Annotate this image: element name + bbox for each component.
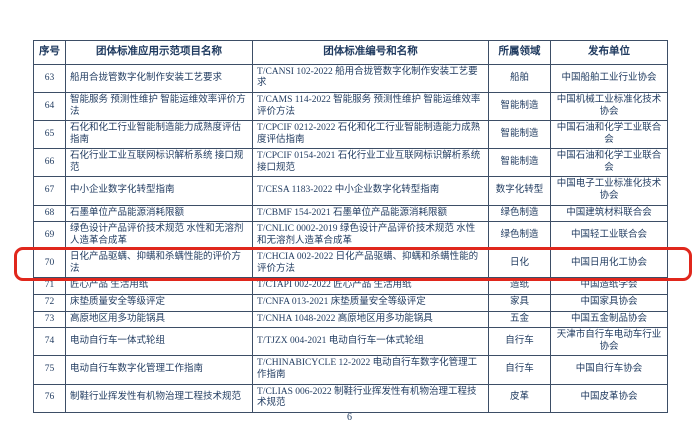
standard-cell: T/CTAPI 002-2022 匠心产品 生活用纸 [252, 277, 489, 296]
publisher-cell: 中国自行车协会 [550, 355, 668, 385]
standard-cell: T/CNLIC 0002-2019 绿色设计产品评价技术规范 水性和无溶剂人造革… [252, 221, 489, 251]
standard-cell: T/CANSI 102-2022 船用合拢管数字化制作安装工艺要求 [252, 63, 489, 93]
table-row: 75 电动自行车数字化管理工作指南 T/CHINABICYCLE 12-2022 电… [33, 355, 668, 385]
header-row: 序号 团体标准应用示范项目名称 团体标准编号和名称 所属领域 发布单位 [33, 40, 668, 65]
table-row: 76 制鞋行业挥发性有机物治理工程技术规范 T/CLIAS 006-2022 制鞋行… [33, 383, 668, 413]
field-cell: 日化 [488, 249, 551, 279]
project-name-cell: 绿色设计产品评价技术规范 水性和无溶剂人造革合成革 [65, 221, 253, 251]
standard-cell: T/CPCIF 0212-2022 石化和化工行业智能制造能力成熟度评估指南 [252, 120, 489, 150]
standard-cell: T/CNFA 013-2021 床垫质量安全等级评定 [252, 294, 489, 312]
field-cell: 绿色制造 [488, 221, 551, 251]
publisher-cell: 中国皮革协会 [550, 383, 668, 413]
table-row: 63 船用合拢管数字化制作安装工艺要求 T/CANSI 102-2022 船用合拢管… [33, 63, 668, 93]
project-name-cell: 中小企业数字化转型指南 [65, 176, 253, 206]
page-number: 6 [347, 412, 352, 423]
row-number-cell: 73 [33, 310, 66, 329]
project-name-cell: 匠心产品 生活用纸 [65, 277, 253, 296]
publisher-cell: 中国建筑材料联合会 [550, 204, 668, 223]
row-number-cell: 70 [33, 249, 66, 279]
publisher-cell: 中国石油和化学工业联合会 [550, 148, 668, 178]
row-number-cell: 75 [33, 355, 66, 385]
project-name-cell: 电动自行车数字化管理工作指南 [65, 355, 253, 385]
row-number-cell: 68 [33, 204, 66, 223]
standard-cell: T/CAMS 114-2022 智能服务 预测性维护 智能运维效率评价方法 [252, 91, 489, 122]
column-header-publisher: 发布单位 [550, 40, 668, 65]
field-cell: 五金 [488, 310, 551, 329]
standard-cell: T/CBMF 154-2021 石墨单位产品能源消耗限额 [252, 204, 489, 223]
standard-cell: T/CPCIF 0154-2021 石化行业工业互联网标识解析系统 接口规范 [252, 148, 489, 178]
publisher-cell: 中国轻工业联合会 [550, 221, 668, 251]
row-number-cell: 72 [33, 294, 66, 312]
publisher-cell: 天津市自行车电动车行业协会 [550, 327, 668, 357]
row-number-cell: 64 [33, 91, 66, 122]
publisher-cell: 中国电子工业标准化技术协会 [550, 176, 668, 206]
table-row: 73 高原地区用多功能锅具 T/CNHA 1048-2022 高原地区用多功能锅具五… [33, 310, 668, 329]
table-row: 69 绿色设计产品评价技术规范 水性和无溶剂人造革合成革 T/CNLIC 0002-… [33, 221, 668, 251]
standards-table-body: 63 船用合拢管数字化制作安装工艺要求 T/CANSI 102-2022 船用合拢管… [33, 63, 668, 413]
project-name-cell: 制鞋行业挥发性有机物治理工程技术规范 [65, 383, 253, 413]
row-number-cell: 76 [33, 383, 66, 413]
row-number-cell: 71 [33, 277, 66, 296]
project-name-cell: 石化行业工业互联网标识解析系统 接口规范 [65, 148, 253, 178]
publisher-cell: 中国造纸学会 [550, 277, 668, 296]
standard-cell: T/CHCIA 002-2022 日化产品驱螨、抑螨和杀螨性能的评价方法 [252, 249, 489, 279]
table-row: 74 电动自行车一体式轮组 T/TJZX 004-2021 电动自行车一体式轮组 自行… [33, 327, 668, 357]
row-number-cell: 74 [33, 327, 66, 357]
row-number-cell: 66 [33, 148, 66, 178]
standard-cell: T/CNHA 1048-2022 高原地区用多功能锅具 [252, 310, 489, 329]
column-header-project: 团体标准应用示范项目名称 [65, 40, 253, 65]
standard-cell: T/TJZX 004-2021 电动自行车一体式轮组 [252, 327, 489, 357]
field-cell: 绿色制造 [488, 204, 551, 223]
project-name-cell: 石化和化工行业智能制造能力成熟度评估指南 [65, 120, 253, 150]
table-row: 66 石化行业工业互联网标识解析系统 接口规范 T/CPCIF 0154-2021 … [33, 148, 668, 178]
row-number-cell: 67 [33, 176, 66, 206]
field-cell: 智能制造 [488, 91, 551, 122]
project-name-cell: 日化产品驱螨、抑螨和杀螨性能的评价方法 [65, 249, 253, 279]
field-cell: 数字化转型 [488, 176, 551, 206]
project-name-cell: 智能服务 预测性维护 智能运维效率评价方法 [65, 91, 253, 122]
project-name-cell: 石墨单位产品能源消耗限额 [65, 204, 253, 223]
field-cell: 船舶 [488, 63, 551, 93]
publisher-cell: 中国机械工业标准化技术协会 [550, 91, 668, 122]
table-row: 67 中小企业数字化转型指南 T/CESA 1183-2022 中小企业数字化转型指… [33, 176, 668, 206]
field-cell: 自行车 [488, 327, 551, 357]
table-row: 71 匠心产品 生活用纸 T/CTAPI 002-2022 匠心产品 生活用纸 造纸中… [33, 277, 668, 296]
column-header-field: 所属领域 [488, 40, 551, 65]
row-number-cell: 65 [33, 120, 66, 150]
standards-table-header: 序号 团体标准应用示范项目名称 团体标准编号和名称 所属领域 发布单位 [33, 40, 668, 65]
publisher-cell: 中国五金制品协会 [550, 310, 668, 329]
field-cell: 自行车 [488, 355, 551, 385]
publisher-cell: 中国石油和化学工业联合会 [550, 120, 668, 150]
standard-cell: T/CHINABICYCLE 12-2022 电动自行车数字化管理工作指南 [252, 355, 489, 385]
table-row: 65 石化和化工行业智能制造能力成熟度评估指南 T/CPCIF 0212-2022 … [33, 120, 668, 150]
project-name-cell: 床垫质量安全等级评定 [65, 294, 253, 312]
table-row: 72 床垫质量安全等级评定 T/CNFA 013-2021 床垫质量安全等级评定 家具… [33, 294, 668, 312]
field-cell: 智能制造 [488, 148, 551, 178]
project-name-cell: 高原地区用多功能锅具 [65, 310, 253, 329]
publisher-cell: 中国日用化工协会 [550, 249, 668, 279]
standards-table: 序号 团体标准应用示范项目名称 团体标准编号和名称 所属领域 发布单位 63 船用… [33, 40, 668, 413]
project-name-cell: 船用合拢管数字化制作安装工艺要求 [65, 63, 253, 93]
row-number-cell: 69 [33, 221, 66, 251]
column-header-standard: 团体标准编号和名称 [252, 40, 489, 65]
project-name-cell: 电动自行车一体式轮组 [65, 327, 253, 357]
field-cell: 皮革 [488, 383, 551, 413]
field-cell: 家具 [488, 294, 551, 312]
row-number-cell: 63 [33, 63, 66, 93]
field-cell: 智能制造 [488, 120, 551, 150]
standard-cell: T/CLIAS 006-2022 制鞋行业挥发性有机物治理工程技术规范 [252, 383, 489, 413]
publisher-cell: 中国家具协会 [550, 294, 668, 312]
table-row: 64 智能服务 预测性维护 智能运维效率评价方法 T/CAMS 114-2022 智… [33, 91, 668, 122]
table-row: 70 日化产品驱螨、抑螨和杀螨性能的评价方法 T/CHCIA 002-2022 日化… [33, 249, 668, 279]
publisher-cell: 中国船舶工业行业协会 [550, 63, 668, 93]
column-header-no: 序号 [33, 40, 66, 65]
table-row: 68 石墨单位产品能源消耗限额 T/CBMF 154-2021 石墨单位产品能源消耗… [33, 204, 668, 223]
standard-cell: T/CESA 1183-2022 中小企业数字化转型指南 [252, 176, 489, 206]
field-cell: 造纸 [488, 277, 551, 296]
